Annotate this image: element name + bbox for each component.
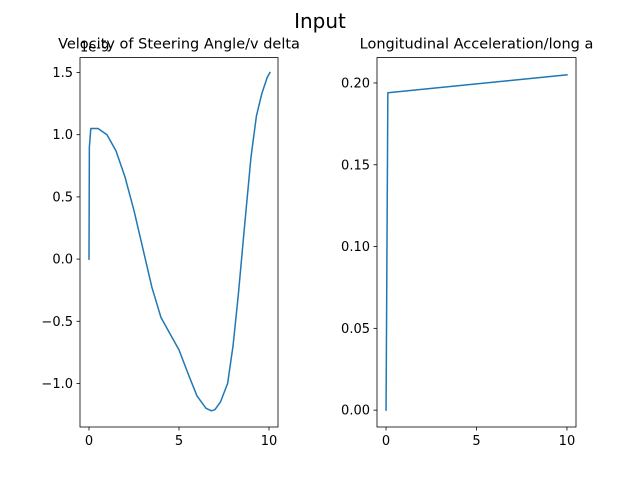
series-line-0 xyxy=(385,73,568,411)
x-tick-label: 10 xyxy=(559,434,576,449)
y-tick-label: 1.0 xyxy=(52,128,73,143)
x-tick-label: 5 xyxy=(472,434,480,449)
axes-frame xyxy=(376,57,577,428)
y-tick-label: 0.10 xyxy=(341,240,370,255)
y-tick-label: 0.5 xyxy=(52,190,73,205)
y-tick-label: 1.5 xyxy=(52,66,73,81)
y-offset-label: 1e-9 xyxy=(80,41,109,56)
y-tick-label: 0.0 xyxy=(52,253,73,268)
y-tick-label: 0.05 xyxy=(341,322,370,337)
x-tick-label: 0 xyxy=(382,434,390,449)
subplot-title: Velocity of Steering Angle/v delta xyxy=(58,37,300,53)
axes-frame xyxy=(79,57,279,428)
y-tick-label: 0.20 xyxy=(341,76,370,91)
x-tick-label: 10 xyxy=(261,434,278,449)
y-tick-label: −0.5 xyxy=(41,315,73,330)
figure-suptitle: Input xyxy=(294,9,346,33)
x-tick-label: 5 xyxy=(175,434,183,449)
series-line-0 xyxy=(88,71,271,412)
x-tick-label: 0 xyxy=(85,434,93,449)
y-tick-label: 0.00 xyxy=(341,404,370,419)
y-tick-label: −1.0 xyxy=(41,377,73,392)
y-tick-label: 0.15 xyxy=(341,158,370,173)
acceleration-subplot: 0 5 10 0.00 0.05 0.10 0.15 0.20 Longitudinal Acc… xyxy=(341,37,593,449)
subplot-title: Longitudinal Acceleration/long a xyxy=(360,37,594,53)
